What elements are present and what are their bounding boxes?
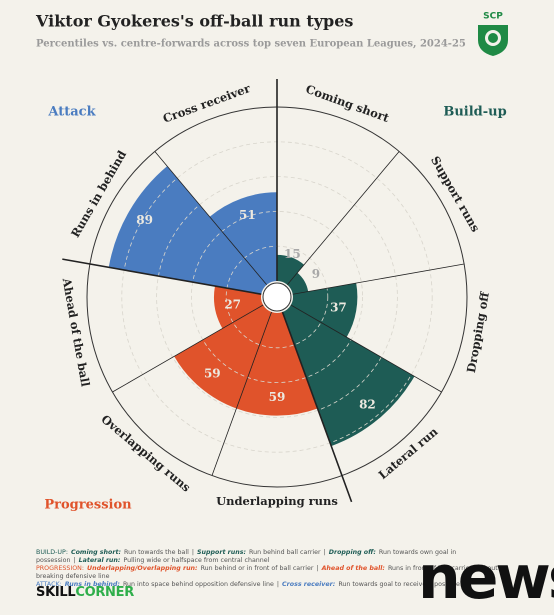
footer-separator: | [323,549,326,556]
footer-separator: | [191,549,194,556]
footer-desc: Run behind ball carrier [249,549,321,556]
value-label: 9 [312,267,320,281]
radial-line [154,151,268,286]
footer-separator: | [73,557,76,564]
footer-section: PROGRESSION: Underlapping/Overlapping run… [36,565,506,581]
footer-label: PROGRESSION: [36,565,85,572]
footer-term: Cross receiver: [282,581,336,588]
footer-term: Support runs: [196,549,246,556]
footer-desc: Pulling wide or halfspace from central c… [123,557,270,564]
footer-term: Dropping off: [328,549,376,556]
footer-desc: Run towards the ball [124,549,189,556]
footer-term: Coming short: [70,549,121,556]
bar [290,283,358,338]
group-label: Attack [47,105,96,120]
bar [287,272,309,295]
group-separator [62,258,262,296]
footer-desc: Run towards goal to receive a possible [338,581,460,588]
value-label: 37 [330,300,347,314]
value-label: 82 [359,397,376,411]
bar [174,305,272,409]
footer-desc: Runs in front of ball carrier without br… [36,565,498,580]
value-label: 89 [136,213,153,227]
logo-dot [488,33,498,43]
footer-desc: Run towards own goal in possession [36,549,457,564]
bar [108,166,267,295]
footer-term: Underlapping/Overlapping run: [87,565,198,572]
footer-desc: Run behind or in front of ball carrier [200,565,314,572]
watermark: news [418,543,554,613]
value-label: 15 [284,247,301,261]
footer-separator: | [316,565,319,572]
club-logo: SCP [478,12,508,56]
bar [214,286,264,329]
footer-separator: | [276,581,280,588]
brand-first: SKILL [36,585,76,600]
footer-label: BUILD-UP: [36,549,68,556]
group-separator [281,311,353,503]
footer-term: Lateral run: [78,557,121,564]
bar [282,305,415,447]
footer-term: Ahead of the ball: [321,565,385,572]
radial-line [112,304,264,393]
footer-section: ATTACK: Runs in behind: Run into space beh… [36,581,506,589]
chart-subtitle: Percentiles vs. centre-forwards across t… [36,39,466,50]
bar [209,192,277,285]
value-label: 27 [224,297,241,311]
value-label: 59 [269,390,286,404]
value-label: 51 [239,208,256,222]
footer-desc: Run into space behind opposition defensi… [122,581,274,588]
group-label: Progression [44,498,132,513]
logo-text: SCP [483,12,503,22]
group-label: Build-up [443,105,506,120]
bar [277,254,305,285]
footer: BUILD-UP: Coming short: Run towards the ba… [36,549,506,589]
radial-line [286,151,400,286]
category-label: Ahead of the ball [59,276,92,388]
footer-label: ATTACK: [36,581,62,588]
center-hole [262,282,292,312]
bar [236,312,318,416]
brand-second: CORNER [75,585,134,600]
category-label: Cross receiver [161,81,253,126]
category-label: Runs in behind [68,148,129,240]
footer-term: Runs in behind: [64,581,120,588]
footer-section: BUILD-UP: Coming short: Run towards the ba… [36,549,506,565]
category-label: Underlapping runs [216,494,338,508]
brand: SKILLCORNER [36,585,134,600]
category-label: Dropping off [464,289,492,373]
category-label: Coming short [304,82,392,125]
value-label: 59 [204,367,221,381]
radial-line [292,263,465,295]
category-label: Overlapping runs [98,412,193,495]
chart-title: Viktor Gyokeres's off-ball run types [35,12,353,31]
radial-line [290,304,442,393]
radial-line [211,311,272,476]
